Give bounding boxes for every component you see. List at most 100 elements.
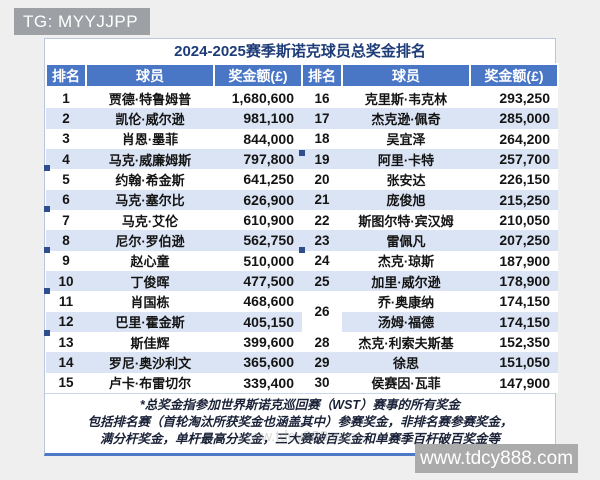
rank-cell: 16 bbox=[302, 87, 342, 109]
prize-cell: 257,700 bbox=[470, 148, 558, 170]
rank-cell: 28 bbox=[302, 331, 342, 353]
rank-cell: 17 bbox=[302, 108, 342, 129]
rank-cell: 25 bbox=[302, 270, 342, 292]
player-cell: 马克·塞尔比 bbox=[86, 189, 214, 210]
table-title: 2024-2025赛季斯诺克球员总奖金排名 bbox=[45, 39, 555, 63]
header-row: 排名 球员 奖金额(£) 排名 球员 奖金额(£) bbox=[45, 63, 559, 88]
footnote-line-3: 满分杆奖金，单杆最高分奖金，三大赛破百奖金和单赛季百杆破百奖金等 bbox=[99, 431, 500, 446]
rank-cell: 3 bbox=[46, 128, 86, 149]
prize-ranking-panel: 2024-2025赛季斯诺克球员总奖金排名 排名 球员 奖金额(£) 排名 球员… bbox=[44, 38, 559, 456]
rank-cell: 14 bbox=[46, 352, 86, 373]
rank-cell: 24 bbox=[302, 250, 342, 271]
prize-cell: 641,250 bbox=[214, 169, 302, 190]
table-row: 5 约翰·希金斯 641,250 20 张安达 226,150 bbox=[46, 169, 558, 190]
rank-cell: 13 bbox=[46, 331, 86, 353]
prize-cell: 844,000 bbox=[214, 128, 302, 149]
table-row: 11 肖国栋 468,600 26 乔·奥康纳 174,150 bbox=[46, 291, 558, 332]
rank-cell: 7 bbox=[46, 209, 86, 231]
player-cell: 杰克·利索夫斯基 bbox=[342, 331, 470, 353]
rank-cell: 19 bbox=[302, 148, 342, 170]
table-row: 14 罗尼·奥沙利文 365,600 29 徐思 151,050 bbox=[46, 352, 558, 373]
header-player-right: 球员 bbox=[341, 63, 471, 88]
rank-cell: 26 bbox=[302, 291, 342, 332]
player-cell: 马克·威廉姆斯 bbox=[86, 148, 214, 170]
prize-cell: 468,600 bbox=[214, 291, 302, 312]
prize-cell: 152,350 bbox=[470, 331, 558, 353]
player-cell: 约翰·希金斯 bbox=[86, 169, 214, 190]
prize-cell: 293,250 bbox=[470, 87, 558, 109]
player-cell: 徐思 bbox=[342, 352, 470, 373]
prize-cell: 215,250 bbox=[470, 189, 558, 210]
rank-cell: 15 bbox=[46, 372, 86, 393]
table-row: 1 贾德·特鲁姆普 1,680,600 16 克里斯·韦克林 293,250 bbox=[46, 87, 558, 109]
rank-cell: 18 bbox=[302, 128, 342, 149]
player-cell: 罗尼·奥沙利文 bbox=[86, 352, 214, 373]
rank-cell: 5 bbox=[46, 169, 86, 190]
player-cell: 侯赛因·瓦菲 bbox=[342, 372, 470, 393]
rank-cell: 23 bbox=[302, 230, 342, 251]
prize-cell: 610,900 bbox=[214, 209, 302, 231]
tg-badge: TG: MYYJJPP bbox=[14, 8, 150, 35]
rank-cell: 1 bbox=[46, 87, 86, 109]
prize-cell: 226,150 bbox=[470, 169, 558, 190]
table-row: 13 斯佳辉 399,600 28 杰克·利索夫斯基 152,350 bbox=[46, 331, 558, 353]
rank-cell: 20 bbox=[302, 169, 342, 190]
rank-cell: 22 bbox=[302, 209, 342, 231]
header-rank-left: 排名 bbox=[45, 63, 87, 88]
player-cell: 凯伦·威尔逊 bbox=[86, 108, 214, 129]
prize-cell: 151,050 bbox=[470, 352, 558, 373]
decor-square bbox=[44, 165, 50, 171]
prize-cell: 174,150 bbox=[470, 291, 558, 312]
player-cell: 肖国栋 bbox=[86, 291, 214, 312]
player-cell: 杰克逊·佩奇 bbox=[342, 108, 470, 129]
prize-cell: 174,150 bbox=[470, 311, 558, 332]
prize-cell: 264,200 bbox=[470, 128, 558, 149]
player-cell: 斯图尔特·宾汉姆 bbox=[342, 209, 470, 231]
prize-cell: 187,900 bbox=[470, 250, 558, 271]
prize-cell: 981,100 bbox=[214, 108, 302, 129]
rank-cell: 11 bbox=[46, 291, 86, 312]
player-cell: 丁俊晖 bbox=[86, 270, 214, 292]
footnote-line-1: *总奖金指参加世界斯诺克巡回赛（WST）赛事的所有奖金 bbox=[139, 397, 461, 412]
table-row: 7 马克·艾伦 610,900 22 斯图尔特·宾汉姆 210,050 bbox=[46, 209, 558, 231]
site-watermark: www.tdcy888.com bbox=[415, 444, 578, 473]
rank-cell: 2 bbox=[46, 108, 86, 129]
table-row: 8 尼尔·罗伯逊 562,750 23 雷佩凡 207,250 bbox=[46, 230, 558, 251]
player-cell: 乔·奥康纳 bbox=[342, 291, 470, 312]
prize-cell: 626,900 bbox=[214, 189, 302, 210]
rank-cell: 21 bbox=[302, 189, 342, 210]
player-cell: 肖恩·墨菲 bbox=[86, 128, 214, 149]
rank-cell: 30 bbox=[302, 372, 342, 393]
player-cell: 尼尔·罗伯逊 bbox=[86, 230, 214, 251]
decor-square bbox=[44, 206, 50, 212]
table-row: 9 赵心童 510,000 24 杰克·琼斯 187,900 bbox=[46, 250, 558, 271]
player-cell: 马克·艾伦 bbox=[86, 209, 214, 231]
player-cell: 汤姆·福德 bbox=[342, 311, 470, 332]
table-row: 10 丁俊晖 477,500 25 加里·威尔逊 178,900 bbox=[46, 270, 558, 292]
prize-cell: 562,750 bbox=[214, 230, 302, 251]
player-cell: 克里斯·韦克林 bbox=[342, 87, 470, 109]
player-cell: 赵心童 bbox=[86, 250, 214, 271]
prize-cell: 1,680,600 bbox=[214, 87, 302, 109]
decor-square bbox=[44, 247, 50, 253]
player-cell: 卢卡·布雷切尔 bbox=[86, 372, 214, 393]
rank-cell: 12 bbox=[46, 311, 86, 332]
table-row: 4 马克·威廉姆斯 797,800 19 阿里·卡特 257,700 bbox=[46, 148, 558, 170]
player-cell: 杰克·琼斯 bbox=[342, 250, 470, 271]
prize-cell: 510,000 bbox=[214, 250, 302, 271]
player-cell: 加里·威尔逊 bbox=[342, 270, 470, 292]
rank-cell: 8 bbox=[46, 230, 86, 251]
player-cell: 斯佳辉 bbox=[86, 331, 214, 353]
prize-cell: 797,800 bbox=[214, 148, 302, 170]
header-player-left: 球员 bbox=[85, 63, 215, 88]
prize-cell: 365,600 bbox=[214, 352, 302, 373]
prize-cell: 210,050 bbox=[470, 209, 558, 231]
prize-cell: 405,150 bbox=[214, 311, 302, 332]
table-row: 2 凯伦·威尔逊 981,100 17 杰克逊·佩奇 285,000 bbox=[46, 108, 558, 129]
prize-cell: 178,900 bbox=[470, 270, 558, 292]
rank-cell: 10 bbox=[46, 270, 86, 292]
table-row: 12 巴里·霍金斯 405,150 汤姆·福德 174,150 bbox=[46, 311, 558, 332]
table-row: 15 卢卡·布雷切尔 339,400 30 侯赛因·瓦菲 147,900 bbox=[46, 372, 558, 393]
decor-square bbox=[299, 247, 305, 253]
decor-square bbox=[44, 288, 50, 294]
